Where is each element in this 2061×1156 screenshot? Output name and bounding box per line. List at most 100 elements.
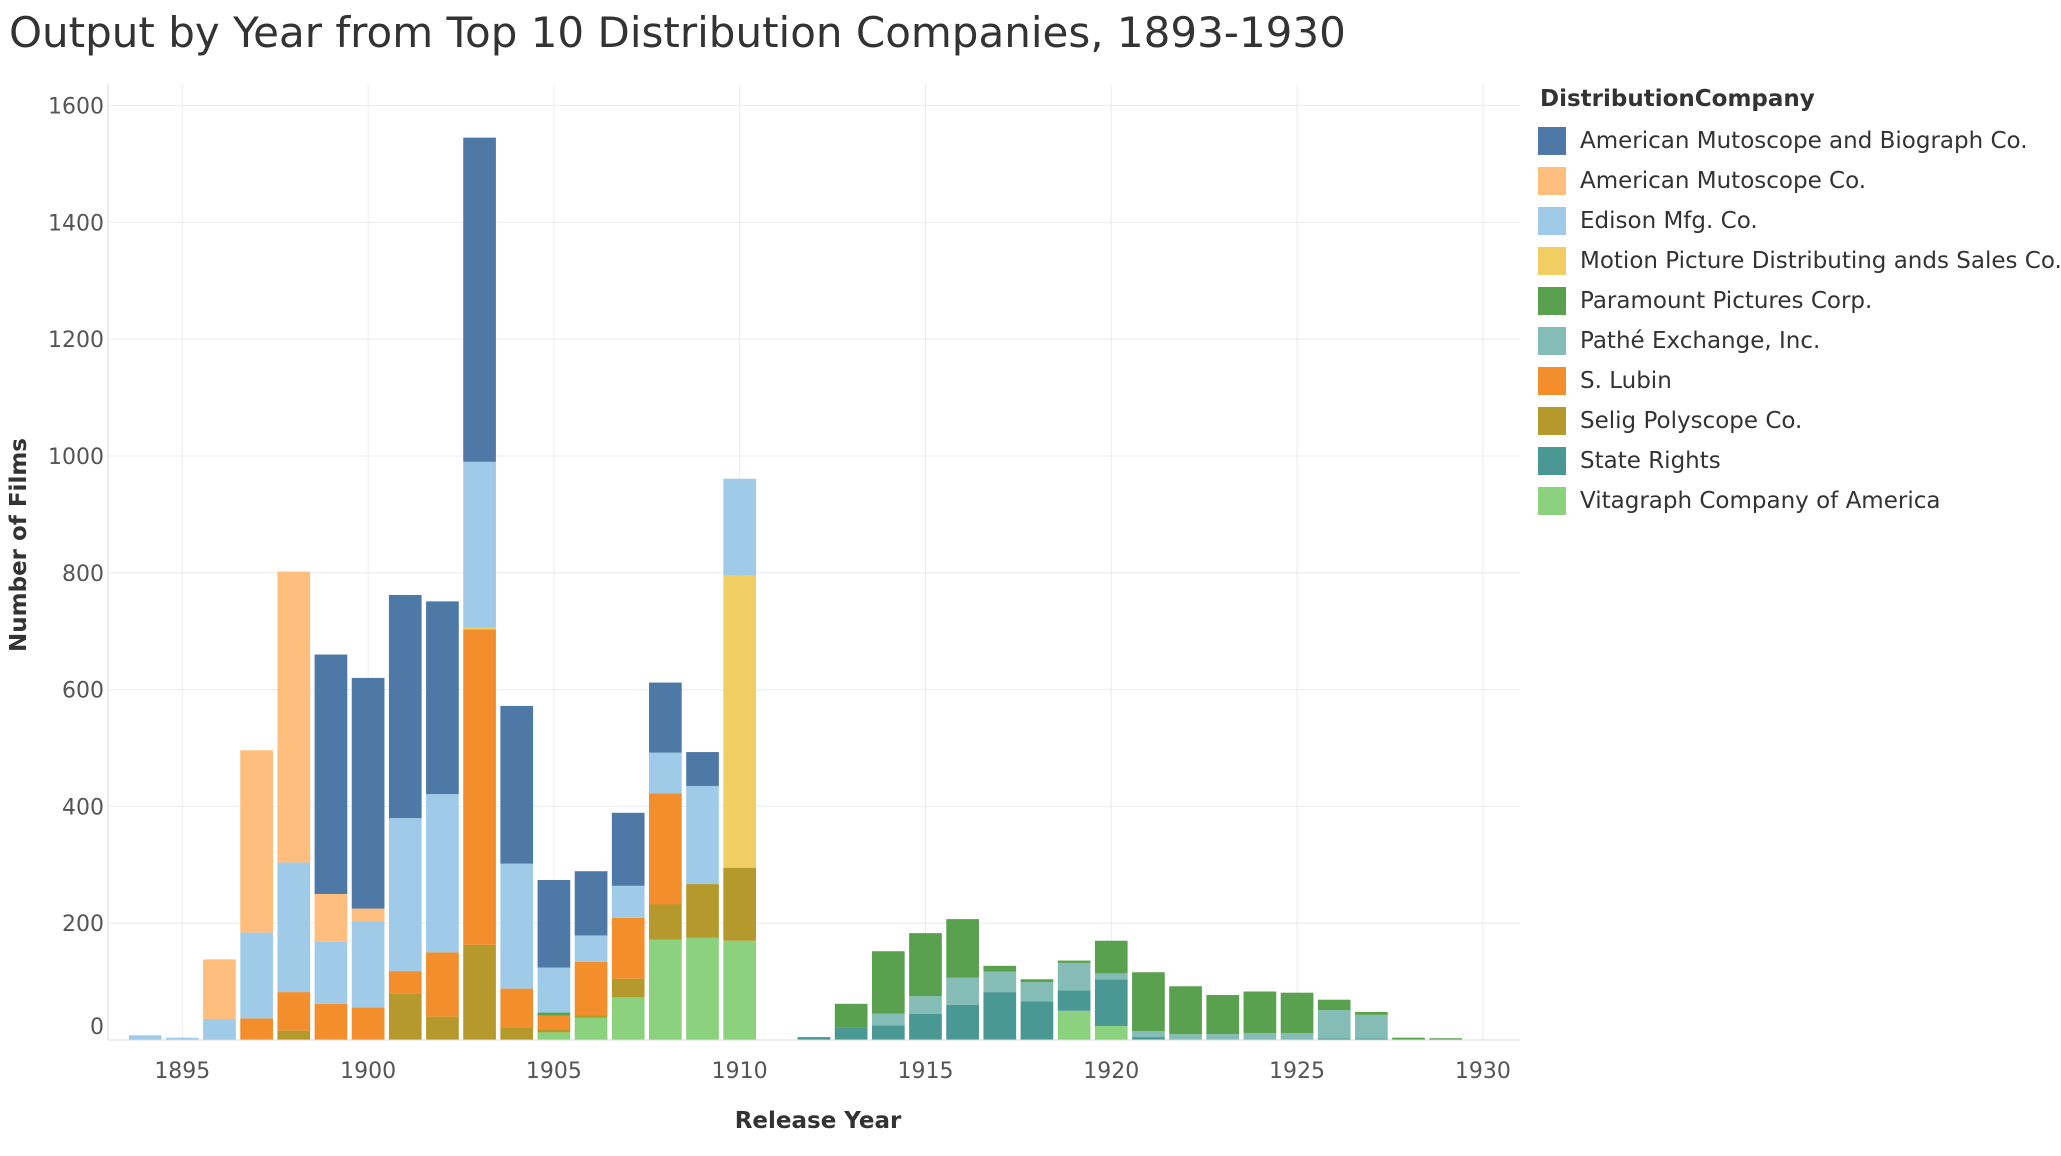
bar-segment <box>351 908 385 922</box>
bar-segment <box>1317 999 1351 1011</box>
bar-segment <box>834 1003 868 1028</box>
y-tick-label: 800 <box>62 562 104 587</box>
legend-item: Paramount Pictures Corp. <box>1538 281 2058 321</box>
bar-segment <box>203 959 236 1019</box>
legend-label: S. Lubin <box>1580 368 1672 394</box>
legend-label: American Mutoscope Co. <box>1580 168 1867 194</box>
bar-segment <box>128 1035 162 1040</box>
y-tick-label: 0 <box>90 1015 104 1040</box>
bar-segment <box>1094 973 1128 980</box>
legend-item: Vitagraph Company of America <box>1538 481 2058 521</box>
bar-segment <box>314 941 348 1004</box>
bar-segment <box>611 997 645 1040</box>
bar-segment <box>1132 972 1165 1032</box>
bar-segment <box>1169 1034 1202 1040</box>
bar-segment <box>1317 1038 1351 1040</box>
x-tick-label: 1900 <box>340 1059 396 1084</box>
bar-segment <box>500 705 534 864</box>
bar-segment <box>351 921 385 1008</box>
bar-segment <box>909 1013 942 1040</box>
x-tick-label: 1910 <box>712 1059 768 1084</box>
legend-swatch <box>1538 407 1566 435</box>
bar-segment <box>537 1032 571 1040</box>
axes: 0 200 400 600 800 1000 1200 1400 1600 1895 1900 190… <box>48 84 1520 1084</box>
y-tick-label: 1000 <box>48 445 104 470</box>
bar-segment <box>797 1037 831 1040</box>
bar-segment <box>649 752 682 794</box>
bar-segment <box>1355 1011 1388 1015</box>
bar-segment <box>426 952 459 1017</box>
bar-segment <box>611 885 645 918</box>
bar-segment <box>611 917 645 979</box>
x-axis-title: Release Year <box>735 1108 902 1134</box>
x-tick-label: 1915 <box>897 1059 953 1084</box>
bar-segment <box>388 971 422 994</box>
legend-item: S. Lubin <box>1538 361 2058 401</box>
legend-label: Selig Polyscope Co. <box>1580 408 1803 434</box>
bar-segment <box>686 884 719 938</box>
legend: DistributionCompany American Mutoscope a… <box>1538 86 2061 521</box>
legend-swatch <box>1538 447 1566 475</box>
bar-segment <box>574 1017 608 1040</box>
y-tick-label: 1200 <box>48 328 104 353</box>
legend-item: Pathé Exchange, Inc. <box>1538 321 2058 361</box>
bar-segment <box>426 1016 459 1040</box>
bar-segment <box>388 818 422 972</box>
legend-label: Pathé Exchange, Inc. <box>1580 328 1821 354</box>
bar-segment <box>240 1018 273 1040</box>
bar-segment <box>500 988 534 1028</box>
y-axis-title: Number of Films <box>6 438 32 652</box>
x-tick-label: 1920 <box>1083 1059 1139 1084</box>
bar-segment <box>574 1015 608 1018</box>
bar-segment <box>463 944 496 1040</box>
bar-segment <box>1317 1010 1351 1039</box>
bar-segment <box>983 965 1017 972</box>
bar-segment <box>1020 979 1054 983</box>
bar-segment <box>314 893 348 942</box>
bar-segment <box>500 863 534 989</box>
y-tick-label: 1400 <box>48 211 104 236</box>
stacked-bar-chart: 0 200 400 600 800 1000 1200 1400 1600 1895 1900 190… <box>6 84 1520 1134</box>
bar-segment <box>426 794 459 953</box>
y-tick-label: 600 <box>62 679 104 704</box>
bar-segment <box>1057 990 1091 1011</box>
bar-segment <box>686 937 719 1040</box>
legend-title: DistributionCompany <box>1540 86 1815 112</box>
bar-segment <box>686 785 719 885</box>
bar-segment <box>611 812 645 886</box>
bar-segment <box>277 571 311 863</box>
bar-segment <box>611 978 645 998</box>
bar-segment <box>537 1029 571 1033</box>
bar-segment <box>463 137 496 462</box>
bar-segment <box>537 967 571 1013</box>
bar-segment <box>1057 960 1091 963</box>
legend-label: Edison Mfg. Co. <box>1580 208 1758 234</box>
legend-swatch <box>1538 287 1566 315</box>
bar-segment <box>351 1007 385 1040</box>
bar-segment <box>1169 986 1202 1035</box>
bar-segment <box>1057 962 1091 991</box>
bar-segment <box>165 1037 199 1040</box>
x-tick-label: 1905 <box>526 1059 582 1084</box>
bar-segment <box>388 594 422 819</box>
x-tick-label: 1895 <box>154 1059 210 1084</box>
y-tick-label: 400 <box>62 795 104 820</box>
bar-segment <box>1020 982 1054 1002</box>
bar-segment <box>240 750 273 933</box>
bar-segment <box>1206 1034 1240 1040</box>
bar-segment <box>871 1013 905 1026</box>
bar-segment <box>1280 992 1314 1033</box>
bar-segment <box>500 1027 534 1040</box>
legend-item: State Rights <box>1538 441 2058 481</box>
legend-item: American Mutoscope and Biograph Co. <box>1538 121 2058 161</box>
bar-segment <box>463 627 496 630</box>
bar-segment <box>723 478 757 576</box>
bar-segment <box>537 1015 571 1030</box>
bar-segment <box>909 933 942 997</box>
bar-segment <box>240 932 273 1019</box>
legend-swatch <box>1538 247 1566 275</box>
chart-title: Output by Year from Top 10 Distribution … <box>9 8 1346 57</box>
legend-swatch <box>1538 127 1566 155</box>
bar-segment <box>1206 995 1240 1035</box>
bar-segment <box>1132 1037 1165 1040</box>
